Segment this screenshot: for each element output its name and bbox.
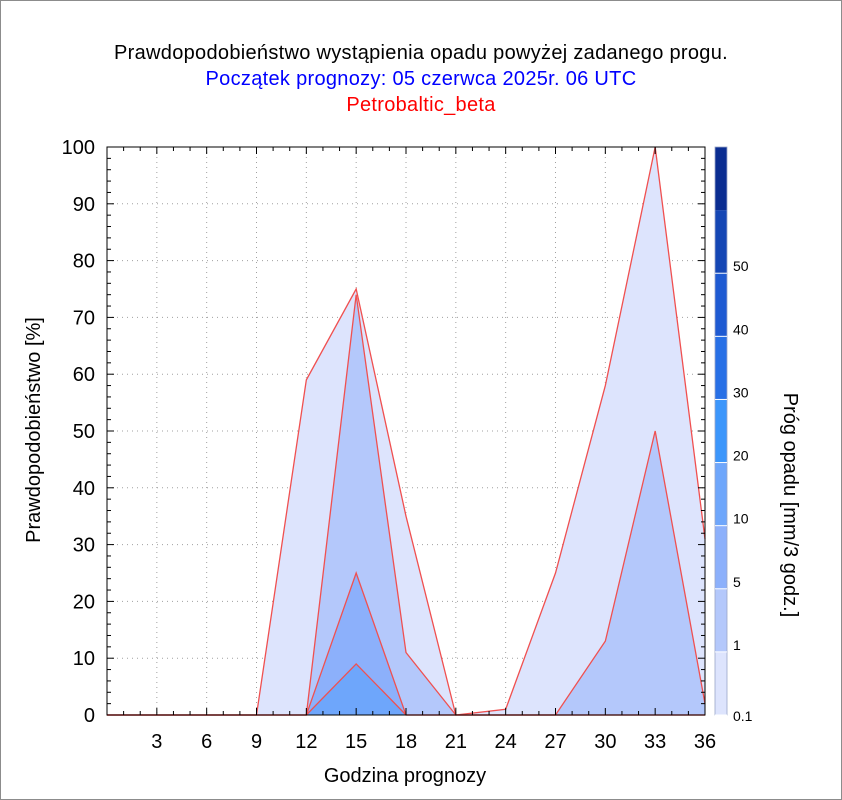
x-tick-label: 15 — [345, 731, 367, 753]
colorbar-segment — [715, 651, 727, 715]
x-tick-label: 6 — [201, 731, 212, 753]
x-axis-title: Godzina prognozy — [324, 765, 486, 787]
colorbar-segment-top — [715, 147, 727, 211]
x-tick-label: 30 — [594, 731, 616, 753]
y-tick-label: 100 — [62, 137, 95, 159]
chart-title: Prawdopodobieństwo wystąpienia opadu pow… — [114, 42, 728, 64]
colorbar-segment — [715, 336, 727, 400]
y-axis-title: Prawdopodobieństwo [%] — [23, 317, 45, 543]
y-tick-label: 30 — [73, 535, 95, 557]
colorbar-tick-label: 20 — [733, 448, 749, 464]
colorbar-tick-label: 1 — [733, 637, 741, 653]
colorbar-segment — [715, 273, 727, 337]
colorbar-segment — [715, 588, 727, 652]
colorbar-segment — [715, 462, 727, 526]
x-tick-label: 36 — [694, 731, 716, 753]
chart-subtitle-location: Petrobaltic_beta — [346, 94, 496, 116]
colorbar-segment — [715, 525, 727, 589]
x-tick-label: 24 — [495, 731, 517, 753]
y-tick-label: 90 — [73, 194, 95, 216]
x-tick-label: 27 — [544, 731, 566, 753]
x-tick-label: 9 — [251, 731, 262, 753]
colorbar-tick-label: 5 — [733, 574, 741, 590]
y-tick-label: 70 — [73, 307, 95, 329]
y-tick-label: 40 — [73, 478, 95, 500]
colorbar-segment — [715, 399, 727, 463]
x-tick-label: 33 — [644, 731, 666, 753]
y-tick-label: 0 — [84, 705, 95, 727]
colorbar-tick-label: 40 — [733, 321, 749, 337]
x-tick-label: 21 — [445, 731, 467, 753]
y-tick-label: 10 — [73, 648, 95, 670]
area-threshold-1 — [107, 294, 705, 715]
colorbar-segment — [715, 210, 727, 274]
y-tick-label: 50 — [73, 421, 95, 443]
colorbar-tick-label: 0.1 — [733, 708, 753, 724]
colorbar-title: Próg opadu [mm/3 godz.] — [779, 393, 801, 618]
chart-subtitle-forecast-start: Początek prognozy: 05 czerwca 2025r. 06 … — [205, 68, 637, 90]
colorbar-tick-label: 30 — [733, 384, 749, 400]
y-tick-label: 60 — [73, 364, 95, 386]
x-tick-label: 18 — [395, 731, 417, 753]
colorbar-tick-label: 50 — [733, 258, 749, 274]
x-tick-label: 12 — [295, 731, 317, 753]
y-tick-label: 80 — [73, 251, 95, 273]
x-tick-label: 3 — [151, 731, 162, 753]
y-tick-label: 20 — [73, 591, 95, 613]
colorbar-tick-label: 10 — [733, 511, 749, 527]
